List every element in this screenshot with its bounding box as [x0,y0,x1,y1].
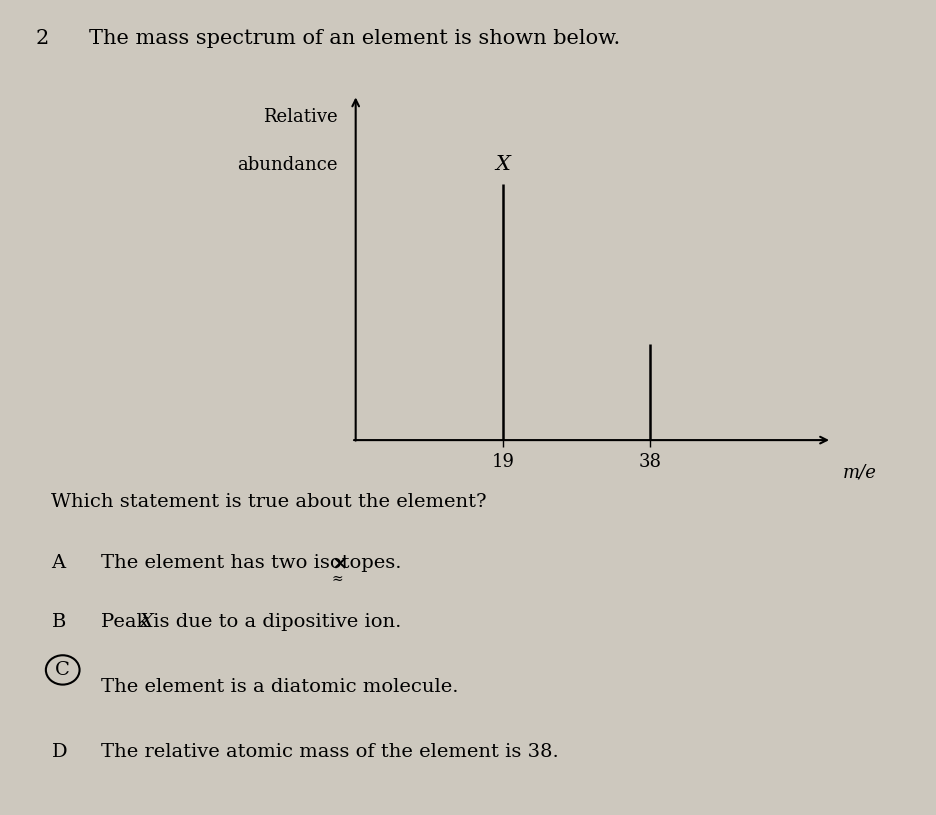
Text: m/e: m/e [843,464,877,482]
Text: The mass spectrum of an element is shown below.: The mass spectrum of an element is shown… [89,29,621,47]
Text: 2: 2 [36,29,49,47]
Text: Relative: Relative [263,108,338,126]
Text: B: B [51,613,66,631]
Text: Which statement is true about the element?: Which statement is true about the elemen… [51,493,487,511]
Text: The relative atomic mass of the element is 38.: The relative atomic mass of the element … [101,743,559,761]
Text: ≈: ≈ [331,572,343,586]
Text: ×: × [331,554,347,572]
Text: D: D [51,743,67,761]
Text: abundance: abundance [237,156,338,174]
Text: X: X [139,613,154,631]
Text: A: A [51,554,66,572]
Text: C: C [55,661,70,679]
Text: Peak: Peak [101,613,153,631]
Text: The element is a diatomic molecule.: The element is a diatomic molecule. [101,678,459,696]
Text: The element has two isotopes.: The element has two isotopes. [101,554,411,572]
Text: is due to a dipositive ion.: is due to a dipositive ion. [147,613,402,631]
Text: X: X [495,156,510,174]
